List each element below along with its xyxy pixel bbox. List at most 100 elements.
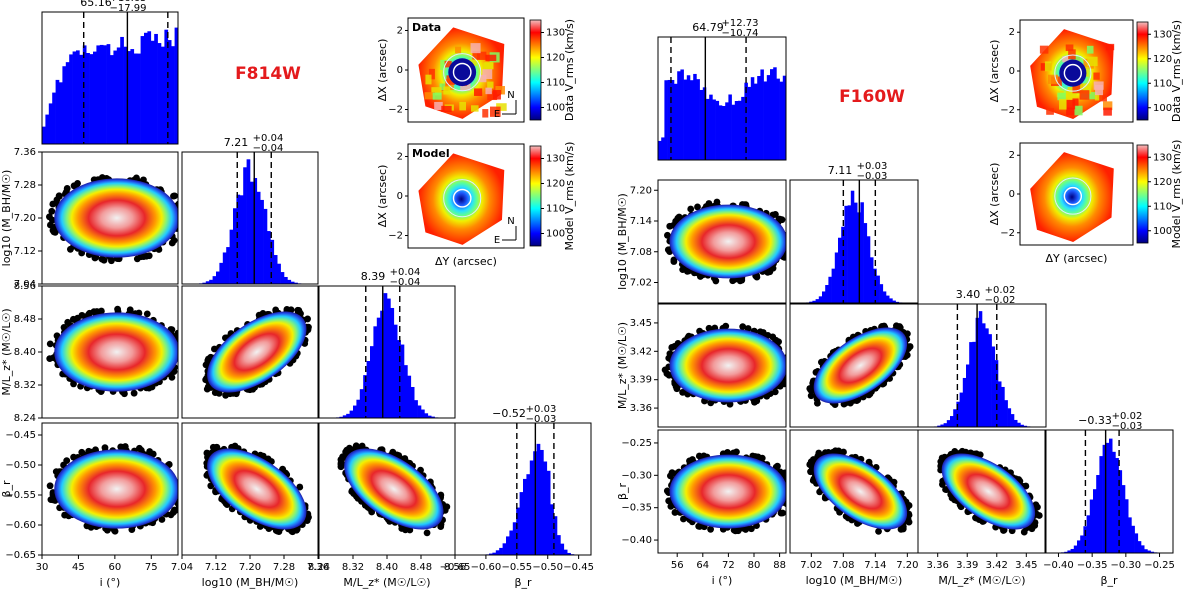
y-tick-label: 7.12 — [14, 246, 36, 257]
voronoi-bin — [1065, 44, 1074, 51]
model-map-field — [1030, 152, 1114, 242]
hist-bar — [889, 298, 893, 303]
x-tick-label: 7.14 — [864, 560, 886, 571]
hist-bar — [1064, 551, 1068, 553]
hist-bar — [757, 76, 761, 160]
outlier-point — [168, 373, 176, 381]
hist-bar — [164, 29, 169, 145]
outlier-point — [785, 357, 786, 362]
x-tick-label: −0.40 — [1043, 560, 1074, 571]
hist-bar — [1105, 442, 1110, 553]
subplot-r2-c0: 8.24 8.32 8.40 8.48 8.56 M/L_z* (M☉/L☉) — [0, 281, 179, 424]
y-tick-label: 7.20 — [14, 213, 36, 224]
hist-bar — [219, 262, 224, 284]
hist-bar — [161, 46, 165, 145]
hist-bar — [353, 405, 357, 418]
y-axis-label: M/L_z* (M☉/L☉) — [616, 322, 629, 409]
hist-bar — [850, 190, 855, 303]
density-layer — [202, 306, 312, 399]
model-colorbar-label: Model V_rms (km/s) — [563, 142, 576, 251]
outlier-point — [342, 448, 350, 456]
x-tick-label: 8.32 — [342, 562, 364, 573]
axes-frame — [454, 422, 592, 556]
hist-bar — [339, 416, 344, 418]
hist-bar — [686, 75, 691, 160]
outlier-point — [256, 523, 264, 530]
map-y-axis-label: ΔX (arcsec) — [988, 40, 1001, 103]
outlier-point — [423, 529, 431, 537]
outlier-point — [90, 308, 98, 316]
hist-bar — [553, 516, 558, 555]
hist-bar — [972, 341, 976, 427]
subplot-r1-c1: 7.21 +0.04−0.04 — [181, 133, 319, 285]
stat-err-minus: −0.03 — [1112, 421, 1143, 432]
outlier-point — [46, 340, 54, 348]
outlier-point — [179, 488, 186, 495]
map-y-tick-label: 0 — [397, 65, 403, 76]
colorbar-tick-label: 130 — [1153, 152, 1172, 163]
hist-bar — [776, 78, 780, 160]
hist-bar — [216, 271, 220, 284]
stat-err-plus: +16.65 — [109, 0, 146, 4]
hist-bar — [133, 53, 138, 144]
outlier-point — [739, 323, 747, 331]
axes-frame — [1044, 429, 1174, 554]
voronoi-bin — [472, 50, 480, 60]
subplot-r1-c1: 7.11 +0.03−0.03 — [789, 161, 919, 304]
voronoi-bin — [434, 101, 443, 110]
subplot-r0-c0: 65.16+16.65−17.99 — [41, 0, 179, 145]
y-tick-label: 3.36 — [630, 403, 652, 414]
x-tick-label: −0.45 — [563, 562, 594, 573]
hist-bar — [489, 553, 493, 555]
x-axis-label: i (°) — [100, 576, 121, 589]
x-tick-label: −0.65 — [440, 562, 471, 573]
hist-bar — [506, 536, 510, 555]
outlier-point — [338, 460, 345, 468]
subplot-r3-c2: 3.36 3.39 3.42 3.45 M/L_z* (M☉/L☉) — [917, 429, 1047, 587]
hist-bar — [674, 83, 678, 160]
hist-bar — [991, 346, 996, 427]
outlier-point — [753, 397, 761, 405]
map-y-tick-label: 2 — [397, 25, 403, 36]
hist-bar — [773, 67, 777, 160]
outlier-point — [264, 455, 272, 463]
y-tick-label: 8.56 — [14, 281, 36, 292]
hist-bar — [130, 49, 135, 145]
hist-bar — [1080, 535, 1084, 553]
hist-bar — [417, 405, 422, 418]
stat-err-plus: +0.02 — [1112, 411, 1143, 422]
hist-bar — [1109, 438, 1113, 553]
hist-bar — [966, 364, 970, 427]
voronoi-bin — [444, 60, 452, 68]
hist-bar — [962, 377, 967, 427]
hist-bar — [512, 522, 517, 555]
hist-bar — [543, 461, 548, 555]
x-axis-label: β_r — [514, 576, 532, 589]
voronoi-bin — [492, 90, 501, 100]
density-layer — [203, 442, 312, 536]
hist-bar — [427, 415, 432, 418]
voronoi-bin — [468, 59, 477, 66]
outlier-point — [61, 511, 69, 519]
outlier-point — [46, 221, 54, 229]
hist-bar — [421, 409, 425, 418]
hist-bar — [940, 424, 944, 427]
outlier-point — [779, 509, 786, 517]
y-tick-label: 7.36 — [14, 147, 36, 158]
y-tick-label: −0.45 — [5, 430, 36, 441]
hist-bar — [747, 86, 752, 160]
axes-frame — [41, 11, 179, 145]
colorbar-tick-label: 100 — [1153, 226, 1172, 237]
hist-bar — [86, 53, 90, 144]
outlier-point — [897, 525, 905, 533]
outlier-point — [781, 380, 786, 388]
x-axis-label: M/L_z* (M☉/L☉) — [343, 576, 430, 589]
y-tick-label: −0.25 — [621, 438, 652, 449]
x-axis-label: i (°) — [712, 574, 733, 587]
stat-median: 3.40 — [956, 288, 981, 301]
outlier-point — [747, 525, 755, 533]
hist-bar — [366, 361, 371, 418]
hist-bar — [499, 547, 503, 555]
outlier-point — [203, 449, 211, 457]
